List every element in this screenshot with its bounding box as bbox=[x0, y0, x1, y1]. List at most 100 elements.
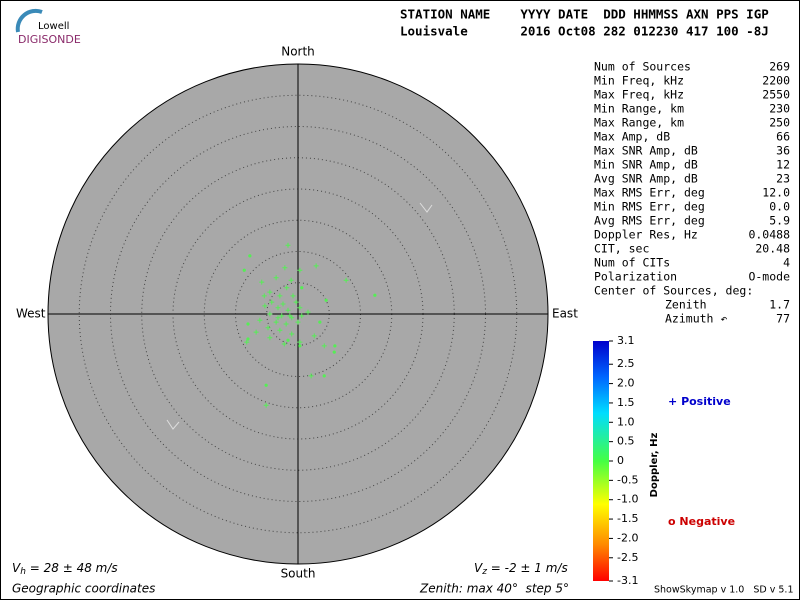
stat-value: 12.0 bbox=[762, 186, 790, 200]
source-plus bbox=[262, 303, 268, 309]
marker-v bbox=[166, 419, 180, 430]
source-plus bbox=[267, 311, 273, 317]
stat-value: 2200 bbox=[762, 74, 790, 88]
logo-top: Lowell bbox=[38, 21, 69, 32]
source-plus bbox=[299, 313, 305, 319]
stat-label: Doppler Res, Hz bbox=[594, 228, 698, 242]
south-label: South bbox=[281, 567, 316, 581]
source-plus bbox=[277, 293, 283, 299]
center-title: Center of Sources, deg: bbox=[594, 284, 753, 298]
source-plus bbox=[295, 319, 301, 325]
center-label: Azimuth ↶ bbox=[665, 312, 727, 326]
stat-value: 4 bbox=[783, 256, 790, 270]
stat-label: Max SNR Amp, dB bbox=[594, 144, 698, 158]
source-plus bbox=[261, 293, 267, 299]
stat-value: O-mode bbox=[748, 270, 790, 284]
source-plus bbox=[253, 329, 259, 335]
legend-negative: o Negative bbox=[668, 515, 735, 528]
source-dot bbox=[246, 322, 250, 326]
source-plus bbox=[321, 343, 327, 349]
source-plus bbox=[283, 321, 289, 327]
version: ShowSkymap v 1.0 SD v 5.1 bbox=[654, 585, 794, 596]
vh-sub: h bbox=[20, 567, 26, 577]
colorbar-tick-label: 3.1 bbox=[617, 334, 635, 347]
source-plus bbox=[305, 309, 311, 315]
legend-marker: o bbox=[668, 515, 676, 528]
source-dot bbox=[373, 293, 377, 297]
stat-label: Min Range, km bbox=[594, 102, 684, 116]
center-value: 77 bbox=[776, 312, 790, 326]
legend-marker: + bbox=[668, 395, 677, 408]
stat-label: Num of CITs bbox=[594, 256, 670, 270]
legend-positive: + Positive bbox=[668, 395, 731, 408]
header-values: Louisvale 2016 Oct08 282 012230 417 100 … bbox=[400, 24, 769, 39]
colorbar-tick-label: 0 bbox=[617, 454, 624, 467]
colorbar-tick-label: -2.5 bbox=[617, 551, 638, 564]
source-dot bbox=[242, 268, 246, 272]
stat-value: 20.48 bbox=[755, 242, 790, 256]
vh: Vh = 28 ± 48 m/s bbox=[12, 561, 118, 577]
colorbar-tick-label: -3.1 bbox=[617, 574, 638, 587]
vz-text: = -2 ± 1 m/s bbox=[487, 561, 568, 575]
source-plus bbox=[273, 275, 279, 281]
east-label: East bbox=[552, 307, 578, 321]
source-plus bbox=[259, 279, 265, 285]
stat-value: 36 bbox=[776, 144, 790, 158]
source-plus bbox=[277, 327, 283, 333]
source-dot bbox=[246, 337, 250, 341]
stat-value: 23 bbox=[776, 172, 790, 186]
source-dot bbox=[322, 374, 326, 378]
zenith-note: Zenith: max 40° step 5° bbox=[419, 582, 569, 596]
source-dot bbox=[333, 344, 337, 348]
colorbar bbox=[593, 341, 609, 581]
stat-value: 12 bbox=[776, 158, 790, 172]
stat-label: Num of Sources bbox=[594, 60, 691, 74]
stat-label: Max Amp, dB bbox=[594, 130, 670, 144]
stat-value: 2550 bbox=[762, 88, 790, 102]
vh-text: = 28 ± 48 m/s bbox=[26, 561, 118, 575]
stat-value: 250 bbox=[769, 116, 790, 130]
vz: Vz = -2 ± 1 m/s bbox=[474, 561, 568, 577]
source-plus bbox=[263, 402, 269, 408]
source-plus bbox=[267, 289, 273, 295]
source-plus bbox=[285, 307, 291, 313]
colorbar-tick-label: 1.0 bbox=[617, 415, 635, 428]
stat-value: 230 bbox=[769, 102, 790, 116]
colorbar-tick-label: 1.5 bbox=[617, 396, 635, 409]
source-plus bbox=[313, 263, 319, 269]
colorbar-tick-label: 2.0 bbox=[617, 377, 635, 390]
source-plus bbox=[293, 299, 299, 305]
legend-text: Negative bbox=[679, 515, 735, 528]
source-plus bbox=[297, 339, 303, 345]
colorbar-tick-label: -2.0 bbox=[617, 531, 638, 544]
logo-bottom: DIGISONDE bbox=[18, 33, 81, 46]
source-dot bbox=[332, 350, 336, 354]
legend-text: Positive bbox=[681, 395, 731, 408]
source-plus bbox=[285, 242, 291, 248]
stat-value: 0.0488 bbox=[748, 228, 790, 242]
source-dot bbox=[324, 298, 328, 302]
stat-label: Max RMS Err, deg bbox=[594, 186, 705, 200]
stat-label: Max Range, km bbox=[594, 116, 684, 130]
source-plus bbox=[297, 305, 303, 311]
colorbar-label: Doppler, Hz bbox=[649, 433, 660, 498]
stat-label: CIT, sec bbox=[594, 242, 649, 256]
colorbar-tick-label: 0.5 bbox=[617, 435, 635, 448]
source-plus bbox=[279, 313, 285, 319]
stat-label: Max Freq, kHz bbox=[594, 88, 684, 102]
source-dot bbox=[286, 338, 290, 342]
source-dot bbox=[264, 383, 268, 387]
source-plus bbox=[281, 341, 287, 347]
source-plus bbox=[287, 313, 293, 319]
vz-symbol: V bbox=[474, 561, 483, 575]
vz-sub: z bbox=[481, 567, 487, 577]
center-value: 1.7 bbox=[769, 298, 790, 312]
stat-label: Avg SNR Amp, dB bbox=[594, 172, 698, 186]
source-plus bbox=[282, 265, 288, 271]
source-plus bbox=[273, 319, 279, 325]
marker-v bbox=[419, 202, 433, 213]
source-plus bbox=[244, 339, 250, 345]
source-dot bbox=[298, 344, 302, 348]
